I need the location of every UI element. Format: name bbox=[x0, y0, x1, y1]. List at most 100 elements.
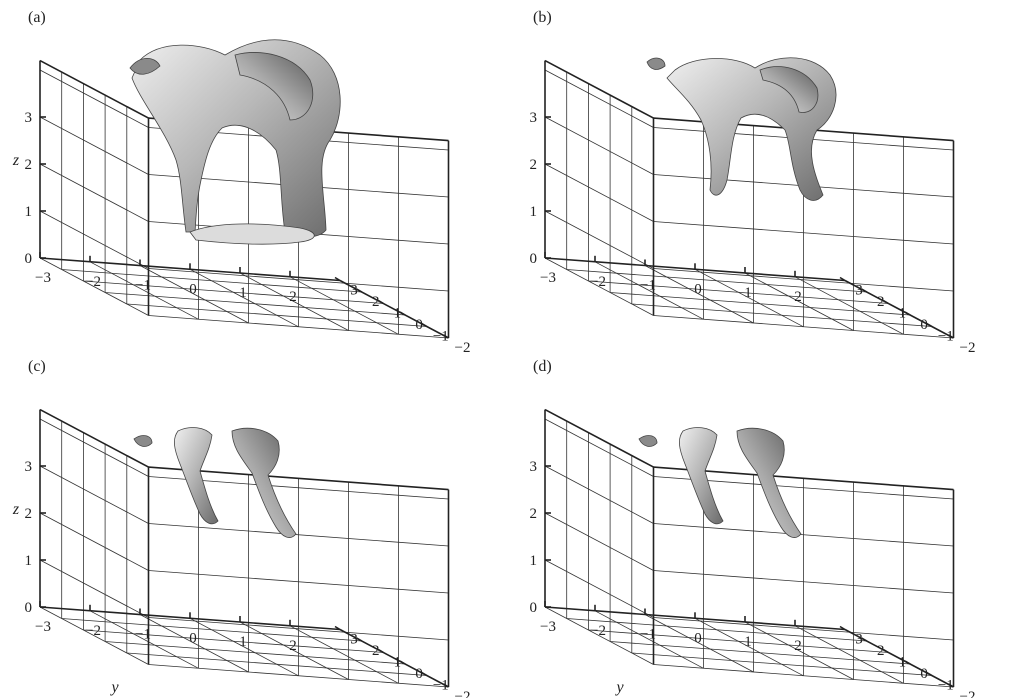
floor-gridline bbox=[544, 606, 654, 665]
y-tick-label: 0 bbox=[694, 281, 702, 297]
x-tick-mark bbox=[926, 671, 933, 677]
floor-gridline bbox=[189, 617, 299, 677]
floor-gridline bbox=[289, 276, 399, 335]
x-tick-label: 1 bbox=[899, 306, 907, 322]
y-tick-label: −3 bbox=[540, 619, 556, 635]
back-wall-gridline bbox=[148, 617, 449, 641]
x-tick-mark bbox=[904, 311, 911, 316]
y-tick-label: −3 bbox=[35, 270, 51, 286]
axis-frame-edge bbox=[39, 59, 149, 119]
y-tick-label: 2 bbox=[794, 638, 802, 654]
y-tick-label: 0 bbox=[694, 630, 702, 646]
x-tick-mark bbox=[421, 322, 428, 328]
x-tick-label: 0 bbox=[920, 666, 928, 682]
x-tick-mark bbox=[421, 671, 428, 677]
y-tick-label: 1 bbox=[744, 634, 752, 650]
x-tick-mark bbox=[399, 311, 406, 316]
x-tick-label: 3 bbox=[350, 632, 358, 648]
floor-gridline bbox=[588, 280, 889, 304]
x-tick-label: −2 bbox=[960, 340, 976, 356]
floor-gridline bbox=[89, 610, 199, 669]
x-tick-label: −1 bbox=[433, 678, 449, 694]
z-axis-title: z bbox=[12, 501, 20, 518]
vortex-fragment bbox=[133, 435, 153, 447]
x-tick-mark bbox=[839, 625, 846, 631]
x-tick-mark bbox=[861, 288, 868, 293]
side-wall-gridline bbox=[39, 418, 149, 477]
floor-gridline bbox=[126, 303, 427, 327]
vortex-foot bbox=[189, 223, 315, 245]
side-wall-gridline bbox=[39, 559, 149, 618]
back-wall-gridline bbox=[148, 268, 449, 292]
vortex-fragment bbox=[129, 57, 161, 75]
z-tick-label: 3 bbox=[25, 459, 33, 475]
x-tick-label: 0 bbox=[415, 666, 423, 682]
x-tick-label: 0 bbox=[920, 317, 928, 333]
z-tick-label: 0 bbox=[25, 600, 33, 616]
y-tick-label: 1 bbox=[239, 634, 247, 650]
y-axis-title: y bbox=[614, 679, 624, 696]
back-wall-gridline bbox=[148, 523, 449, 547]
floor-gridline bbox=[594, 261, 704, 320]
y-tick-label: −3 bbox=[540, 270, 556, 286]
vortex-leg-right bbox=[736, 427, 802, 538]
vortex-isosurface bbox=[646, 57, 837, 201]
vortex-leg-left bbox=[679, 427, 724, 525]
x-tick-label: −1 bbox=[433, 329, 449, 345]
panel-label: (c) bbox=[28, 358, 46, 375]
vortex-isosurface bbox=[129, 39, 341, 245]
z-tick-label: 1 bbox=[25, 553, 33, 569]
z-tick-label: 3 bbox=[530, 110, 538, 126]
x-tick-mark bbox=[356, 637, 363, 642]
floor-gridline bbox=[794, 625, 904, 684]
floor-gridline bbox=[594, 610, 704, 669]
panel-label: (d) bbox=[533, 358, 552, 375]
z-tick-label: 2 bbox=[530, 506, 538, 522]
y-tick-label: −3 bbox=[35, 619, 51, 635]
y-tick-label: −2 bbox=[85, 623, 101, 639]
floor-gridline bbox=[289, 625, 399, 684]
floor-gridline bbox=[126, 652, 427, 676]
y-tick-label: −1 bbox=[640, 627, 656, 643]
y-tick-label: 0 bbox=[189, 630, 197, 646]
y-tick-label: −2 bbox=[590, 274, 606, 290]
x-tick-label: 3 bbox=[855, 632, 863, 648]
vortex-head-lobe bbox=[759, 66, 819, 113]
floor-gridline bbox=[694, 268, 804, 328]
x-tick-label: −1 bbox=[938, 329, 954, 345]
floor-gridline bbox=[544, 257, 654, 316]
vortex-leg-right bbox=[231, 427, 297, 538]
side-wall-gridline bbox=[39, 116, 149, 175]
y-tick-label: −1 bbox=[135, 278, 151, 294]
vortex-isosurface bbox=[638, 427, 802, 538]
z-tick-label: 1 bbox=[530, 204, 538, 220]
z-tick-label: 1 bbox=[530, 553, 538, 569]
x-tick-mark bbox=[443, 334, 449, 339]
z-tick-label: 0 bbox=[530, 600, 538, 616]
x-tick-label: −2 bbox=[455, 340, 471, 356]
x-tick-mark bbox=[882, 648, 889, 654]
floor-gridline bbox=[631, 652, 932, 676]
z-tick-label: 2 bbox=[25, 157, 33, 173]
side-wall-gridline bbox=[39, 163, 149, 222]
panel-label: (b) bbox=[533, 9, 552, 26]
side-wall-gridline bbox=[544, 465, 654, 524]
floor-gridline bbox=[794, 276, 904, 335]
back-wall-gridline bbox=[653, 221, 954, 245]
back-wall-gridline bbox=[653, 523, 954, 547]
floor-gridline bbox=[239, 272, 349, 331]
axis-frame-edge bbox=[544, 59, 654, 119]
x-tick-label: 1 bbox=[394, 655, 402, 671]
side-wall-gridline bbox=[39, 512, 149, 571]
side-wall-gridline bbox=[39, 465, 149, 524]
x-tick-mark bbox=[399, 660, 406, 665]
back-wall-gridline bbox=[148, 570, 449, 594]
z-tick-label: 0 bbox=[530, 251, 538, 267]
z-tick-label: 3 bbox=[530, 459, 538, 475]
floor-gridline bbox=[653, 664, 954, 688]
